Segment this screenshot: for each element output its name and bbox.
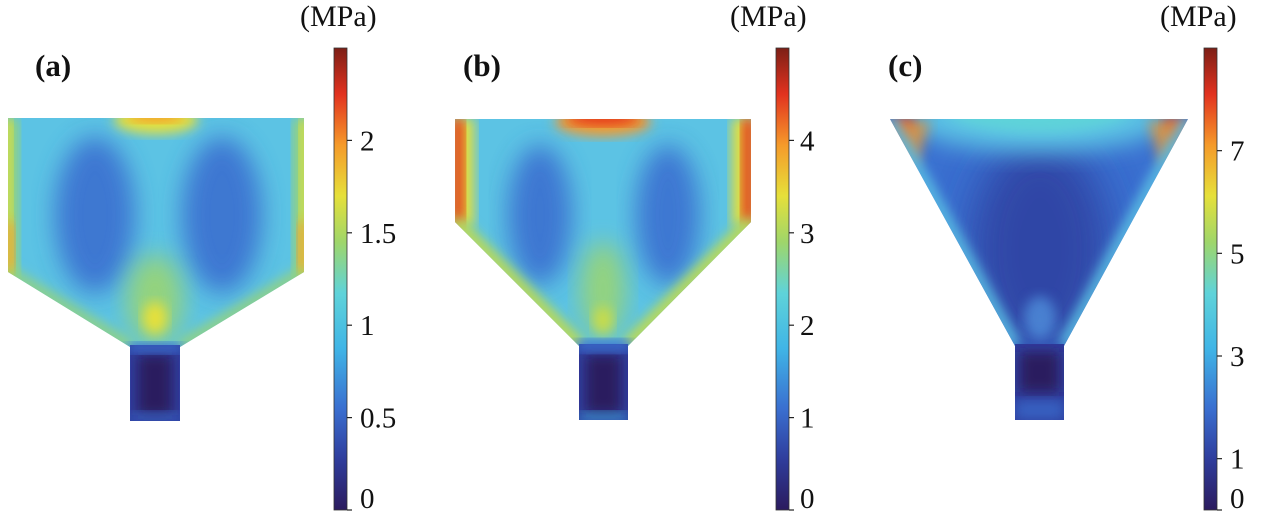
- colorbar-frame: [775, 47, 790, 511]
- colorbar-tick-label: 0: [360, 483, 375, 515]
- colorbar-tick-label: 0: [1230, 483, 1245, 515]
- colorbar-tick-label: 1: [360, 310, 375, 342]
- panel-b-unit-label: (MPa): [730, 0, 807, 33]
- panel-a-contour: [8, 118, 304, 421]
- colorbar-gradient: [1204, 48, 1217, 510]
- colorbar-tick-label: 4: [800, 125, 815, 157]
- panel-c: (c) (MPa) 0 1 3 5 7: [888, 0, 1245, 515]
- colorbar-tick-label: 1: [800, 403, 815, 435]
- colorbar-tick-label: 1: [1230, 444, 1245, 476]
- panel-c-label: (c): [888, 48, 922, 83]
- panel-a-unit-label: (MPa): [300, 0, 377, 33]
- colorbar-tick-label: 7: [1230, 136, 1245, 168]
- panel-a-colorbar: 0 0.5 1 1.5 2: [333, 47, 396, 515]
- panel-c-colorbar: 0 1 3 5 7: [1203, 47, 1245, 515]
- panel-a: (a) (MPa): [8, 0, 396, 515]
- colorbar-tick-label: 1.5: [360, 218, 396, 250]
- panel-b: (b) (MPa) 0 1 2 3 4: [455, 0, 815, 515]
- colorbar-tick-label: 3: [800, 218, 815, 250]
- panel-a-label: (a): [35, 48, 71, 83]
- colorbar-tick-label: 2: [800, 310, 815, 342]
- panel-c-unit-label: (MPa): [1160, 0, 1237, 33]
- colorbar-tick-label: 3: [1230, 341, 1245, 373]
- colorbar-tick-label: 0: [800, 483, 815, 515]
- colorbar-frame: [1203, 47, 1218, 511]
- colorbar-gradient: [776, 48, 789, 510]
- panel-c-contour: [890, 119, 1188, 420]
- colorbar-tick-label: 0.5: [360, 403, 396, 435]
- panel-b-label: (b): [463, 48, 501, 83]
- panel-b-colorbar: 0 1 2 3 4: [775, 47, 815, 515]
- panel-b-contour: [455, 119, 751, 420]
- colorbar-gradient: [334, 48, 347, 510]
- colorbar-tick-label: 2: [360, 125, 375, 157]
- colorbar-tick-label: 5: [1230, 238, 1245, 270]
- colorbar-frame: [333, 47, 348, 511]
